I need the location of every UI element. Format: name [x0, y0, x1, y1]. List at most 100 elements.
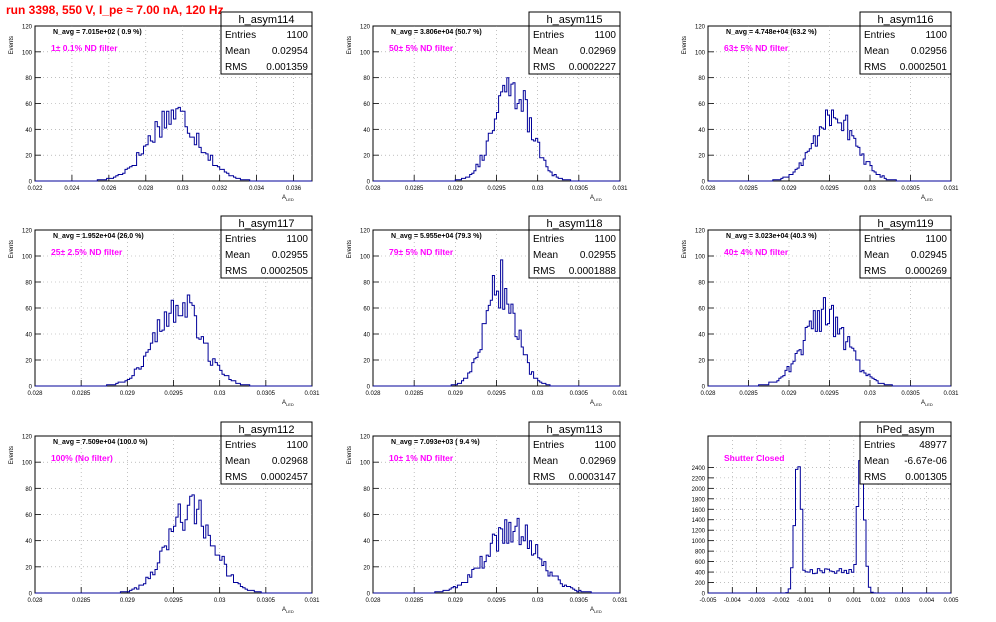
y-tick-label: 40 [363, 128, 370, 134]
y-tick-label: 100 [695, 50, 706, 56]
x-tick-label: 0.028 [700, 186, 716, 192]
y-tick-label: 2400 [692, 466, 706, 472]
panel-h_asym119: 0 20 40 60 80 100 120 0.028 0.0285 0.029 0.0295 0.0… [682, 215, 959, 407]
x-tick-label: 0.0305 [257, 598, 276, 604]
x-tick-label: 0.03 [214, 391, 226, 397]
x-tick-label: 0.029 [448, 598, 464, 604]
filter-annotation: 25± 2.5% ND filter [51, 247, 123, 257]
x-tick-label: 0.029 [120, 598, 136, 604]
stat-label: Entries [864, 30, 895, 41]
y-tick-label: 1200 [692, 529, 706, 535]
y-tick-label: 80 [363, 281, 370, 287]
x-tick-label: 0.036 [286, 186, 302, 192]
x-tick-label: 0.0285 [72, 598, 91, 604]
histogram-name: h_asym113 [546, 424, 602, 436]
x-tick-label: 0.031 [943, 186, 959, 192]
y-tick-label: 0 [367, 385, 371, 391]
x-tick-label: 0.028 [700, 391, 716, 397]
y-tick-label: 120 [360, 25, 371, 31]
y-tick-label: 80 [698, 281, 705, 287]
stat-label: Mean [225, 456, 250, 467]
x-tick-label: 0.031 [612, 391, 628, 397]
x-tick-label: 0.0305 [901, 186, 920, 192]
x-axis-label: ALED [282, 400, 294, 407]
y-tick-label: 120 [695, 25, 706, 31]
filter-annotation: 50± 5% ND filter [389, 43, 454, 53]
filter-annotation: 63± 5% ND filter [724, 43, 789, 53]
histogram-series [708, 460, 951, 594]
y-tick-label: 80 [25, 76, 32, 82]
panel-h_asym115: 0 20 40 60 80 100 120 0.028 0.0285 0.029 0.0295 0.0… [347, 11, 628, 202]
panel-h_asym114: 0 20 40 60 80 100 120 0.022 0.024 0.026 0.028 0.03 0… [9, 11, 313, 202]
stat-label: RMS [533, 472, 556, 483]
y-tick-label: 60 [698, 307, 705, 313]
stat-label: Mean [533, 456, 558, 467]
stat-value: 0.0002501 [900, 62, 948, 73]
stat-label: Mean [533, 250, 558, 261]
x-tick-label: 0.022 [27, 186, 43, 192]
x-tick-label: 0.031 [612, 598, 628, 604]
x-axis-label: ALED [282, 195, 294, 202]
stat-label: RMS [225, 62, 248, 73]
stat-value: 0.02969 [580, 456, 617, 467]
x-tick-label: 0.031 [943, 391, 959, 397]
stat-value: 0.02956 [911, 46, 948, 57]
x-axis-label: ALED [282, 607, 294, 614]
stat-value: 0.001305 [905, 472, 947, 483]
x-tick-label: 0.0285 [405, 186, 424, 192]
y-tick-label: 120 [22, 229, 33, 235]
y-tick-label: 60 [25, 102, 32, 108]
x-axis-label: ALED [590, 607, 602, 614]
y-tick-label: 40 [25, 539, 32, 545]
x-tick-label: 0.0305 [257, 391, 276, 397]
panel-h_asym116: 0 20 40 60 80 100 120 0.028 0.0285 0.029 0.0295 0.0… [682, 11, 959, 202]
stat-label: RMS [864, 62, 887, 73]
stat-label: Mean [864, 46, 889, 57]
stat-value: 0.0003147 [569, 472, 617, 483]
y-tick-label: 0 [29, 180, 33, 186]
y-tick-label: 1000 [692, 539, 706, 545]
y-tick-label: 40 [698, 128, 705, 134]
x-tick-label: 0.028 [27, 391, 43, 397]
y-tick-label: 120 [22, 25, 33, 31]
filter-annotation: 79± 5% ND filter [389, 247, 454, 257]
stat-value: 0.02955 [272, 250, 309, 261]
x-tick-label: 0.031 [612, 186, 628, 192]
x-tick-label: 0.032 [212, 186, 228, 192]
x-tick-label: 0.0305 [901, 391, 920, 397]
x-tick-label: 0.0305 [570, 598, 589, 604]
stat-value: 0.001359 [266, 62, 308, 73]
stats-box [528, 435, 621, 485]
stat-label: Entries [225, 30, 256, 41]
y-tick-label: 80 [698, 76, 705, 82]
x-tick-label: 0.031 [304, 391, 320, 397]
y-tick-label: 20 [363, 154, 370, 160]
x-tick-label: 0.029 [448, 186, 464, 192]
x-tick-label: 0.028 [365, 186, 381, 192]
y-axis-label: Events [682, 36, 688, 54]
stat-value: 0.0001888 [569, 266, 617, 277]
y-tick-label: 1400 [692, 518, 706, 524]
x-tick-label: 0.028 [138, 186, 154, 192]
y-axis-label: Events [347, 36, 353, 54]
x-tick-label: 0.0295 [820, 391, 839, 397]
y-tick-label: 60 [698, 102, 705, 108]
stats-box [220, 229, 313, 279]
x-tick-label: 0.0295 [487, 598, 506, 604]
y-tick-label: 120 [22, 435, 33, 441]
histogram-name: h_asym115 [546, 14, 602, 26]
y-tick-label: 0 [29, 592, 33, 598]
x-tick-label: -0.003 [748, 598, 766, 604]
stat-value: 1100 [286, 440, 308, 451]
y-tick-label: 0 [702, 592, 706, 598]
x-axis-label: ALED [590, 400, 602, 407]
stat-label: Entries [225, 440, 256, 451]
x-tick-label: 0.0295 [164, 391, 183, 397]
histogram-name: h_asym114 [238, 14, 294, 26]
x-tick-label: -0.001 [797, 598, 815, 604]
histogram-name: h_asym116 [877, 14, 933, 26]
navg-annotation: N_avg = 1.952e+04 (26.0 %) [53, 233, 144, 240]
stat-value: 1100 [594, 30, 616, 41]
y-tick-label: 100 [22, 461, 33, 467]
x-tick-label: 0.0295 [487, 391, 506, 397]
